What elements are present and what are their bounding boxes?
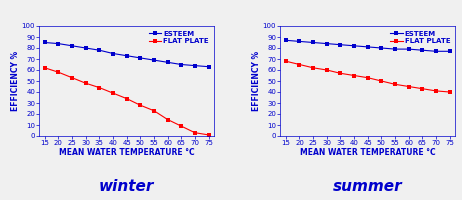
ESTEEM	[42, 41, 48, 44]
FLAT PLATE	[178, 125, 184, 127]
Legend: ESTEEM, FLAT PLATE: ESTEEM, FLAT PLATE	[389, 29, 451, 46]
FLAT PLATE	[42, 67, 48, 69]
ESTEEM	[97, 49, 102, 51]
ESTEEM	[69, 45, 75, 47]
FLAT PLATE	[419, 88, 425, 90]
FLAT PLATE	[447, 91, 452, 93]
FLAT PLATE	[69, 76, 75, 79]
ESTEEM	[351, 45, 357, 47]
ESTEEM	[192, 64, 198, 67]
ESTEEM	[297, 40, 302, 43]
ESTEEM	[310, 41, 316, 44]
FLAT PLATE	[406, 85, 412, 88]
FLAT PLATE	[110, 92, 116, 94]
ESTEEM	[392, 48, 398, 50]
FLAT PLATE	[97, 86, 102, 89]
FLAT PLATE	[83, 82, 88, 84]
Y-axis label: EFFICIENCY %: EFFICIENCY %	[252, 51, 261, 111]
FLAT PLATE	[124, 97, 129, 100]
FLAT PLATE	[310, 67, 316, 69]
ESTEEM	[124, 54, 129, 57]
FLAT PLATE	[165, 118, 170, 121]
ESTEEM	[406, 48, 412, 50]
FLAT PLATE	[338, 72, 343, 75]
FLAT PLATE	[433, 90, 439, 92]
ESTEEM	[365, 46, 371, 48]
ESTEEM	[151, 59, 157, 61]
ESTEEM	[419, 49, 425, 51]
ESTEEM	[433, 50, 439, 53]
ESTEEM	[378, 47, 384, 49]
FLAT PLATE	[138, 104, 143, 106]
Text: winter: winter	[99, 179, 154, 194]
ESTEEM	[447, 50, 452, 53]
FLAT PLATE	[297, 63, 302, 66]
X-axis label: MEAN WATER TEMPERATURE °C: MEAN WATER TEMPERATURE °C	[59, 148, 195, 157]
FLAT PLATE	[192, 132, 198, 134]
FLAT PLATE	[151, 110, 157, 112]
FLAT PLATE	[324, 69, 329, 71]
Line: ESTEEM: ESTEEM	[43, 41, 210, 68]
Line: ESTEEM: ESTEEM	[284, 39, 451, 53]
ESTEEM	[206, 65, 211, 68]
ESTEEM	[110, 52, 116, 55]
FLAT PLATE	[206, 134, 211, 136]
FLAT PLATE	[378, 80, 384, 82]
Text: summer: summer	[333, 179, 402, 194]
X-axis label: MEAN WATER TEMPERATURE °C: MEAN WATER TEMPERATURE °C	[300, 148, 436, 157]
FLAT PLATE	[351, 74, 357, 77]
Y-axis label: EFFICIENCY %: EFFICIENCY %	[11, 51, 20, 111]
FLAT PLATE	[55, 71, 61, 73]
ESTEEM	[178, 63, 184, 66]
ESTEEM	[324, 42, 329, 45]
ESTEEM	[283, 39, 289, 42]
FLAT PLATE	[392, 83, 398, 86]
ESTEEM	[83, 47, 88, 49]
FLAT PLATE	[283, 60, 289, 62]
Line: FLAT PLATE: FLAT PLATE	[43, 66, 210, 136]
Line: FLAT PLATE: FLAT PLATE	[284, 60, 451, 94]
ESTEEM	[55, 42, 61, 45]
Legend: ESTEEM, FLAT PLATE: ESTEEM, FLAT PLATE	[147, 29, 211, 46]
ESTEEM	[165, 61, 170, 64]
FLAT PLATE	[365, 76, 371, 79]
ESTEEM	[138, 57, 143, 59]
ESTEEM	[338, 43, 343, 46]
